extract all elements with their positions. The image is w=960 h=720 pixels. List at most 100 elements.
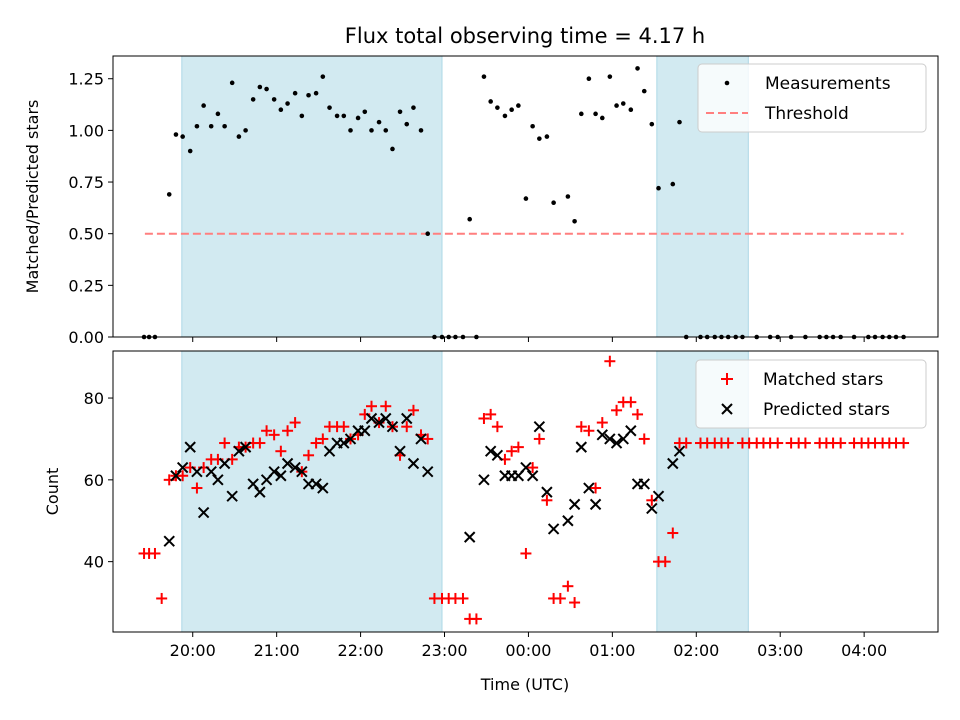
matched-star-marker [638,433,650,445]
legend-threshold-label: Threshold [764,104,849,124]
measurement-point [299,113,305,119]
measurement-point [180,134,185,139]
measurement-point [614,103,619,108]
measurement-point [250,97,256,102]
bottom-axes-frame [112,350,939,633]
matched-star-marker [520,547,532,559]
predicted-star-marker [254,486,266,498]
matched-star-marker [478,412,490,424]
matched-star-marker [799,437,811,449]
measurement-point [516,103,521,108]
matched-star-marker [303,449,315,461]
measurement-point [425,231,431,236]
measurement-point [502,113,508,119]
predicted-star-marker [604,433,616,445]
matched-star-marker [604,355,616,367]
measurement-point [677,119,682,125]
predicted-star-marker [526,470,539,482]
y-tick-label: 40 [84,553,104,572]
predicted-star-marker [575,441,588,453]
measurement-point [362,109,368,115]
bottom-x-ticks: 20:00 21:00 22:00 23:00 00:00 01:00 02:00 03:00… [170,632,887,660]
measurement-point [572,218,577,224]
x-tick-label: 22:00 [338,641,384,660]
measurement-point [369,128,374,133]
measurement-point [173,132,179,137]
matched-star-marker [569,597,581,609]
y-tick-label: 60 [84,471,104,490]
predicted-star-marker [652,490,665,502]
measurement-point [334,113,340,119]
x-tick-label: 21:00 [254,641,300,660]
predicted-star-marker [583,482,595,494]
predicted-star-marker [533,420,546,433]
matched-star-marker [611,404,623,416]
matched-star-marker [254,437,266,449]
predicted-star-marker [218,457,231,470]
predicted-star-marker [310,478,322,490]
predicted-star-marker [226,490,238,502]
predicted-star-marker [296,465,308,478]
bottom-y-ticks: 40 60 80 [84,389,113,572]
measurement-point [620,101,626,106]
matched-star-marker [310,437,322,449]
measurement-point [285,101,290,106]
predicted-star-marker [170,470,182,482]
matched-star-marker [667,527,679,539]
x-tick-label: 23:00 [421,641,467,660]
predicted-star-marker [401,412,413,425]
x-tick-label: 00:00 [505,641,551,660]
matched-star-marker [261,425,273,437]
y-tick-label: 80 [84,389,104,408]
measurement-point [509,107,514,113]
x-tick-label: 01:00 [589,641,635,660]
predicted-star-marker [212,474,224,486]
legend-measurements-label: Measurements [765,74,891,94]
matched-star-marker [541,494,553,506]
measurement-point [320,74,326,79]
y-tick-label: 0.00 [68,328,104,347]
predicted-star-marker [247,478,259,490]
measurement-point [194,123,200,129]
matched-star-marker [275,445,287,457]
predicted-star-marker [407,457,420,470]
matched-star-marker [491,421,503,433]
matched-star-marker [219,437,231,449]
measurement-point [376,119,382,125]
matched-star-marker [407,404,419,416]
predicted-star-marker [638,478,650,490]
measurement-point [593,111,598,117]
legend-predicted-label: Predicted stars [763,400,890,420]
predicted-star-marker [673,445,686,457]
matched-star-marker [722,437,734,449]
predicted-star-marker [233,445,245,457]
predicted-star-marker [646,502,658,515]
matched-star-marker [680,437,692,449]
measurement-point [236,134,242,139]
predicted-star-marker [610,437,623,449]
x-tick-label: 03:00 [757,641,803,660]
measurement-point [649,121,655,127]
predicted-star-marker [184,441,196,453]
matched-star-marker [401,421,413,433]
top-panel: 0.00 0.25 0.50 0.75 1.00 1.25 Matched/Predict… [23,55,939,347]
predicted-star-marker [491,449,504,462]
predicted-star-marker [338,437,350,449]
predicted-star-marker [197,506,210,519]
matched-star-marker [625,396,637,408]
predicted-star-marker [275,470,287,482]
y-tick-label: 0.75 [68,173,104,192]
predicted-star-marker [589,498,602,511]
bottom-panel: 40 60 80 20:00 21:00 22:00 23:00 00:00 01:00 02:… [43,350,939,694]
measurement-point [565,194,571,199]
y-tick-label: 0.50 [68,225,104,244]
measurement-point [201,103,206,108]
measurement-point [243,128,248,133]
measurement-point [404,121,410,127]
measurement-point [327,105,332,110]
legend-predicted-marker [721,403,733,415]
predicted-star-marker [239,441,252,453]
predicted-star-marker [317,482,329,494]
predicted-star-marker [281,457,294,470]
predicted-star-marker [484,445,497,457]
